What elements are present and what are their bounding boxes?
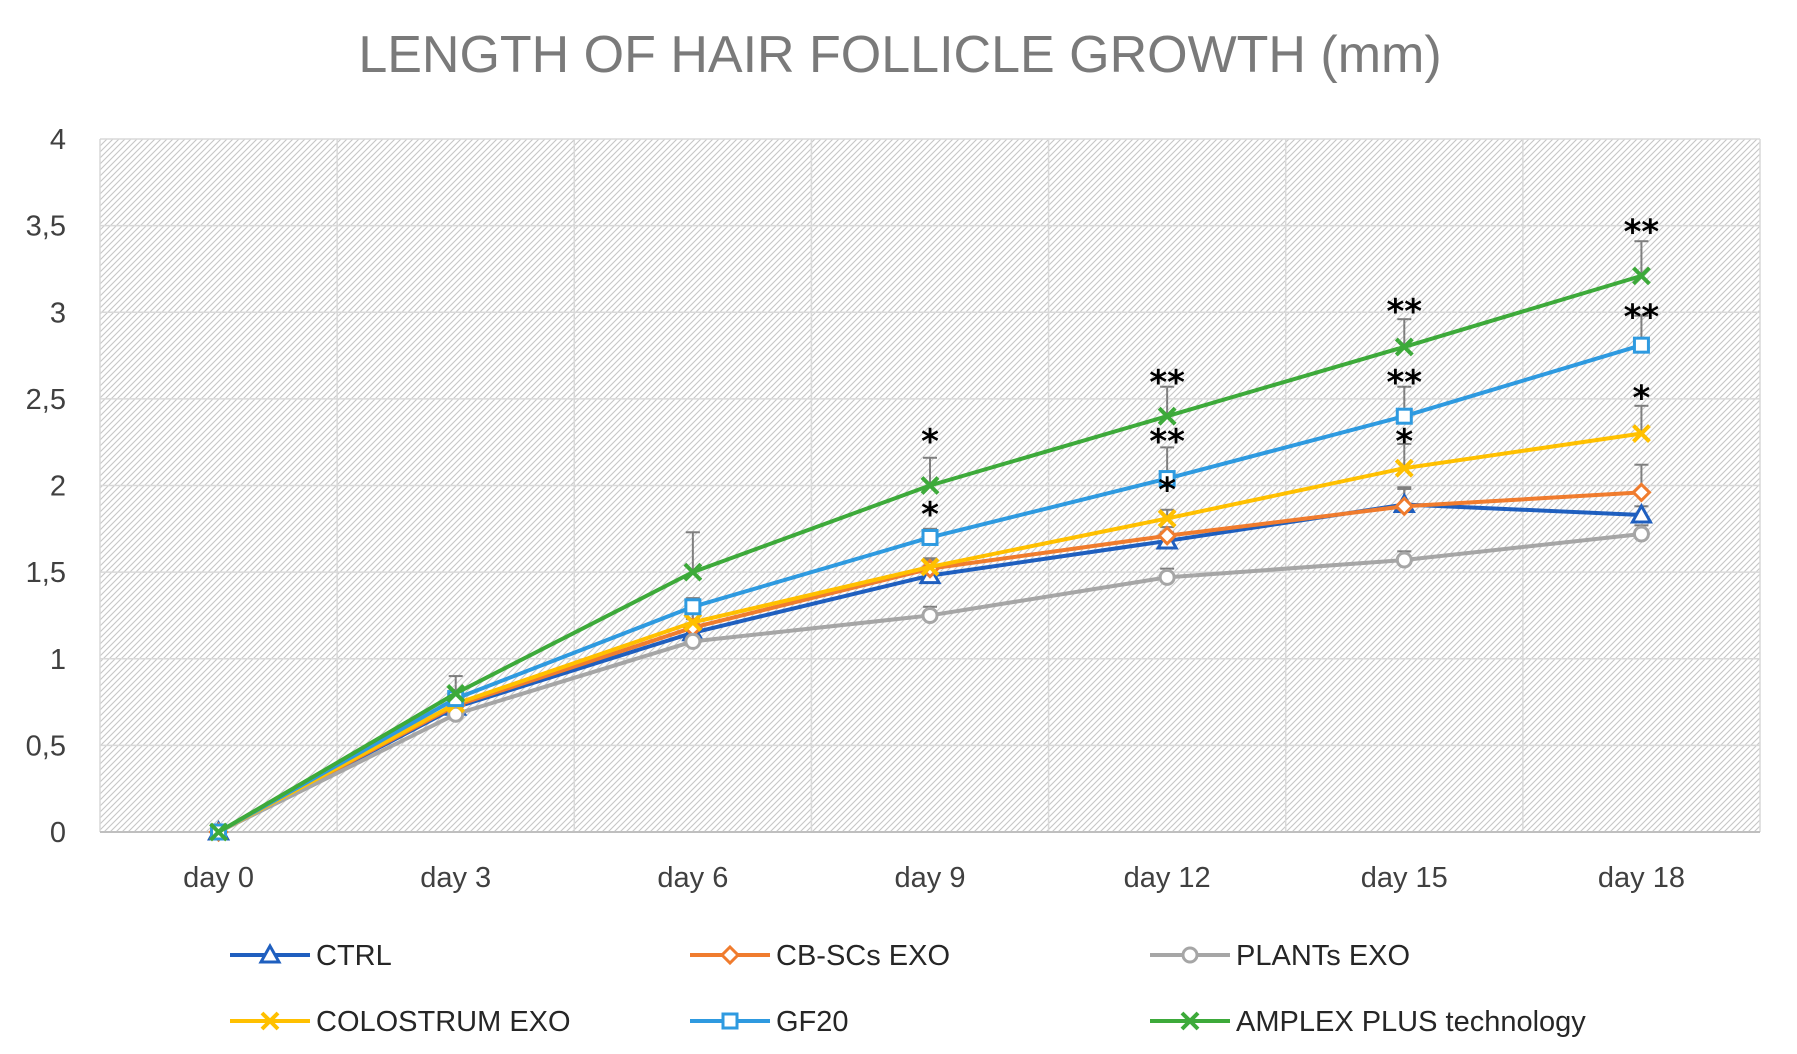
significance-mark: ** [1624, 297, 1660, 337]
y-tick-label: 4 [50, 124, 66, 156]
significance-mark: ** [1387, 363, 1423, 403]
significance-mark: ** [1387, 292, 1423, 332]
data-point [1632, 266, 1651, 286]
data-point [1629, 502, 1653, 524]
legend-label: CB-SCs EXO [776, 940, 950, 972]
data-point [683, 562, 703, 582]
series-layer [207, 240, 1653, 843]
x-tick-label: day 0 [183, 862, 254, 894]
y-tick-label: 1 [50, 644, 66, 676]
legend-swatch-marker [1180, 1011, 1200, 1031]
data-point [921, 606, 939, 624]
y-tick-label: 2 [50, 471, 66, 503]
y-tick-label: 0 [50, 817, 66, 849]
x-tick-label: day 12 [1124, 862, 1211, 894]
legend-item: GF20 [690, 1006, 849, 1038]
data-point [1631, 482, 1652, 503]
legend-label: AMPLEX PLUS technology [1236, 1006, 1586, 1038]
data-point [684, 632, 702, 650]
legend-item: COLOSTRUM EXO [230, 1006, 571, 1038]
y-tick-label: 1,5 [26, 557, 66, 589]
data-point [683, 612, 703, 632]
x-tick-label: day 18 [1598, 862, 1685, 894]
data-point [1395, 407, 1413, 425]
legend-label: CTRL [316, 940, 392, 972]
legend-swatch-marker [719, 944, 741, 966]
data-point [684, 598, 702, 616]
legend-item: CTRL [230, 940, 392, 972]
error-bars-5 [448, 240, 1649, 694]
legend-swatch-marker [260, 1011, 280, 1031]
data-point [447, 705, 465, 723]
data-point [920, 476, 940, 495]
data-point [1157, 509, 1177, 528]
x-tick-label: day 9 [895, 862, 966, 894]
data-point [1632, 336, 1650, 354]
significance-mark: * [1395, 422, 1413, 462]
legend-swatch-marker [1181, 946, 1199, 964]
significance-mark: * [1633, 379, 1651, 419]
legend-swatch-marker [258, 942, 282, 964]
gridlines [99, 138, 1761, 833]
significance-mark: ** [1149, 363, 1185, 403]
data-point [209, 822, 228, 842]
data-point [1157, 525, 1178, 546]
legend-item: AMPLEX PLUS technology [1150, 1006, 1586, 1038]
data-point [921, 528, 939, 546]
chart-title: LENGTH OF HAIR FOLLICLE GROWTH (mm) [358, 26, 1441, 84]
y-tick-label: 3,5 [26, 211, 66, 243]
y-tick-label: 0,5 [26, 730, 66, 762]
x-axis-ticks: day 0 day 3 day 6 day 9 day 12 day 15 day 18 [183, 862, 1685, 894]
x-tick-label: day 6 [657, 862, 728, 894]
significance-mark: * [921, 422, 939, 462]
data-point [1158, 568, 1176, 586]
data-point [1394, 337, 1414, 357]
x-tick-label: day 15 [1361, 862, 1448, 894]
legend-swatch-marker [721, 1012, 739, 1030]
legend-item: CB-SCs EXO [690, 940, 950, 972]
data-point [920, 557, 940, 577]
significance-mark: ** [1149, 422, 1185, 462]
y-tick-label: 3 [50, 297, 66, 329]
significance-annotations: ***************** [921, 212, 1659, 534]
legend-label: COLOSTRUM EXO [316, 1006, 571, 1038]
data-point [1158, 470, 1176, 488]
data-point [1395, 551, 1413, 569]
data-point [446, 683, 466, 703]
significance-mark: * [921, 495, 939, 535]
data-point [1394, 496, 1415, 517]
series-5 [209, 266, 1651, 842]
legend: CTRL CB-SCs EXO PLANTs EXO COLOSTRUM EXO GF2… [230, 940, 1586, 1038]
data-point [1632, 525, 1650, 543]
legend-label: PLANTs EXO [1236, 940, 1410, 972]
series-2 [210, 525, 1650, 841]
significance-mark: ** [1624, 212, 1660, 252]
data-point [1157, 406, 1177, 426]
y-axis-ticks: 0 0,5 1 1,5 2 2,5 3 3,5 4 [26, 124, 66, 849]
data-point [1632, 424, 1651, 443]
data-point [1394, 458, 1414, 478]
x-tick-label: day 3 [420, 862, 491, 894]
y-tick-label: 2,5 [26, 384, 66, 416]
legend-item: PLANTs EXO [1150, 940, 1410, 972]
significance-mark: * [1158, 471, 1176, 511]
legend-label: GF20 [776, 1006, 849, 1038]
